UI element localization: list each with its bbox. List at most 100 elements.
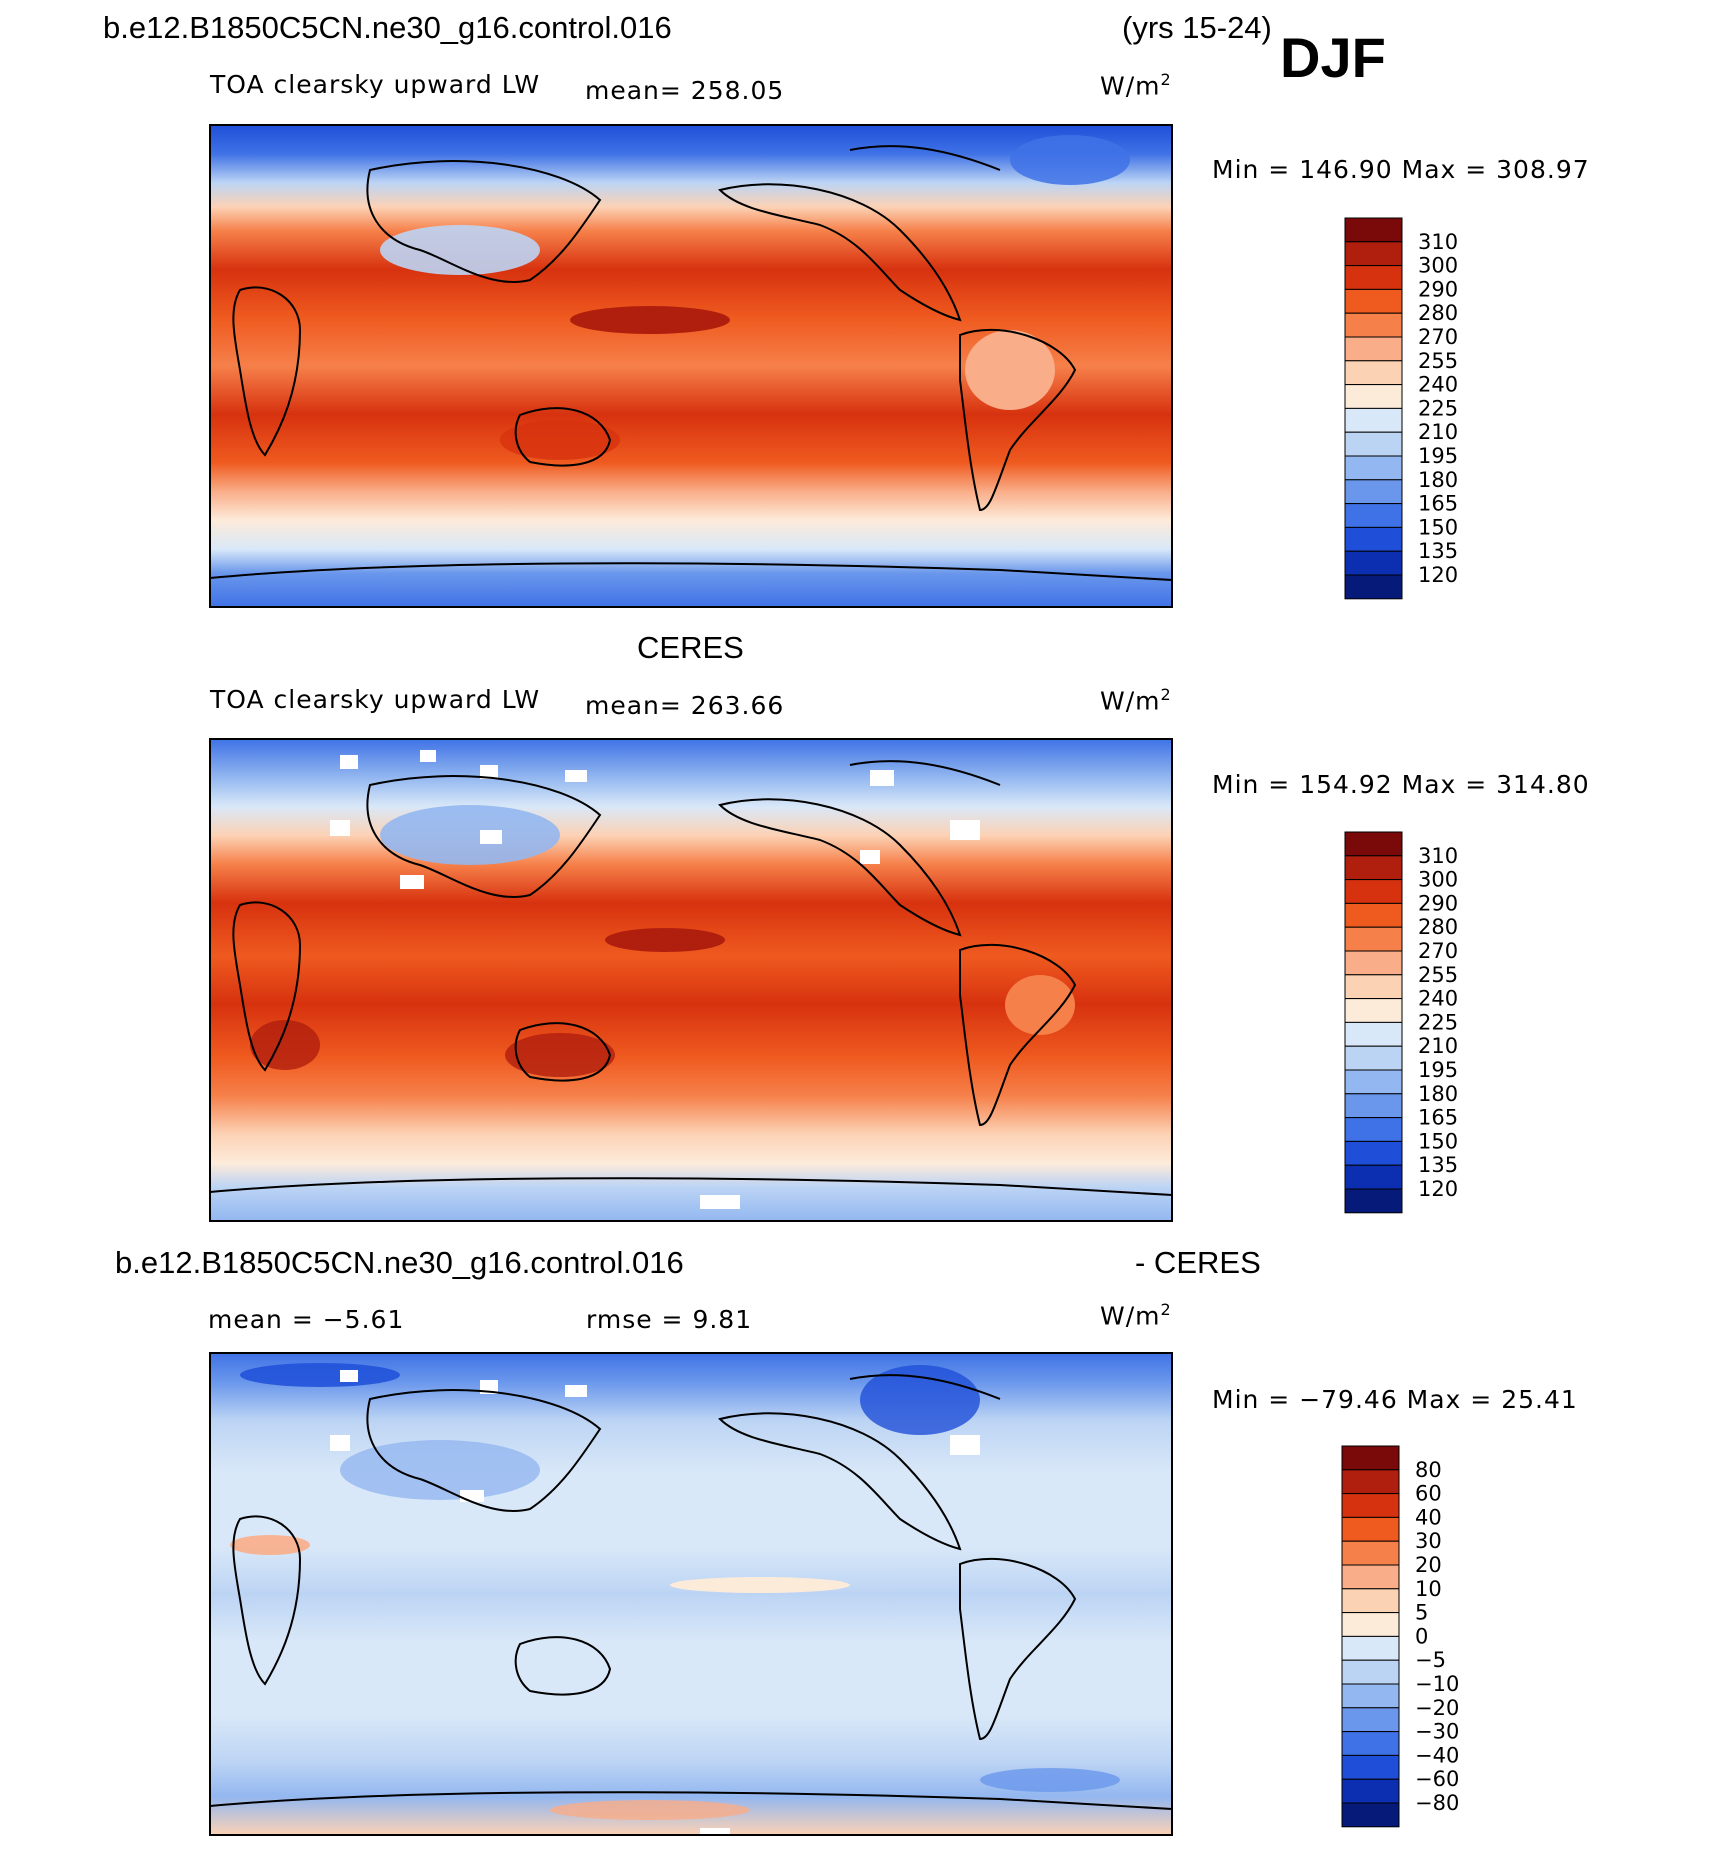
panel3-colorbar-segment bbox=[1341, 1635, 1400, 1661]
panel1-colorbar-label: 120 bbox=[1418, 563, 1458, 587]
panel2-colorbar-label: 225 bbox=[1418, 1010, 1458, 1034]
panel3-antarctic-positive bbox=[550, 1800, 750, 1820]
panel2-colorbar-label: 255 bbox=[1418, 963, 1458, 987]
panel3-colorbar-label: 0 bbox=[1415, 1624, 1428, 1648]
panel1-units-base: W/m bbox=[1100, 71, 1161, 101]
panel3-colorbar-label: −10 bbox=[1415, 1672, 1459, 1696]
panel2-colorbar-segment bbox=[1344, 998, 1403, 1023]
panel3-colorbar-label: −60 bbox=[1415, 1767, 1459, 1791]
panel2-colorbar-segment bbox=[1344, 1045, 1403, 1071]
panel3-colorbar-segment bbox=[1341, 1707, 1400, 1733]
panel3-colorbar-label: −5 bbox=[1415, 1648, 1446, 1672]
panel2-mean: mean= 263.66 bbox=[585, 691, 785, 720]
panel2-missing-data bbox=[330, 750, 980, 1209]
panel3-minmax: Min = −79.46 Max = 25.41 bbox=[1212, 1385, 1578, 1414]
panel3-units-exp: 2 bbox=[1160, 1300, 1172, 1319]
panel1-colorbar-label: 195 bbox=[1418, 444, 1458, 468]
panel1-colorbar-segment bbox=[1344, 360, 1403, 386]
panel3-colorbar-label: −40 bbox=[1415, 1743, 1459, 1767]
panel3-colorbar-segment bbox=[1341, 1754, 1400, 1780]
panel1-asia-field bbox=[380, 225, 540, 275]
panel2-colorbar-segment bbox=[1344, 1140, 1403, 1166]
panel3-units-base: W/m bbox=[1100, 1301, 1161, 1331]
panel1-variable: TOA clearsky upward LW bbox=[210, 70, 541, 99]
panel2-units-base: W/m bbox=[1100, 686, 1161, 716]
panel1-colorbar-segment bbox=[1344, 574, 1403, 600]
panel3-colorbar-segment bbox=[1341, 1493, 1400, 1518]
panel2-colorbar-segment bbox=[1344, 926, 1403, 952]
panel1-frame bbox=[209, 124, 1173, 608]
panel1-colorbar-label: 150 bbox=[1418, 515, 1458, 539]
panel2-africa-field bbox=[250, 1020, 320, 1070]
panel1-colorbar-segment bbox=[1344, 312, 1403, 338]
panel3-colorbar-segment bbox=[1341, 1516, 1400, 1542]
panel3-colorbar-label: 5 bbox=[1415, 1601, 1428, 1625]
panel1-colorbar-segment bbox=[1344, 431, 1403, 457]
panel3-heading-left: b.e12.B1850C5CN.ne30_g16.control.016 bbox=[115, 1245, 684, 1280]
panel2-colorbar-segment bbox=[1344, 1069, 1403, 1095]
panel1-colorbar-segment bbox=[1344, 217, 1403, 243]
panel2-colorbar-label: 150 bbox=[1418, 1129, 1458, 1153]
panel2-colorbar-segment bbox=[1344, 1164, 1403, 1190]
panel1-colorbar-label: 300 bbox=[1418, 254, 1458, 278]
panel3-colorbar-label: 60 bbox=[1415, 1482, 1442, 1506]
panel1-colorbar-label: 255 bbox=[1418, 349, 1458, 373]
panel3-colorbar-segment bbox=[1341, 1588, 1400, 1614]
panel1-colorbar-segment bbox=[1344, 503, 1403, 528]
panel1-map bbox=[209, 124, 1173, 608]
panel3-colorbar-label: 40 bbox=[1415, 1505, 1442, 1529]
panel2-colorbar-segment bbox=[1344, 1117, 1403, 1142]
panel2-colorbar-label: 135 bbox=[1418, 1153, 1458, 1177]
panel1-colorbar-segment bbox=[1344, 479, 1403, 505]
panel2-colorbar-label: 180 bbox=[1418, 1082, 1458, 1106]
panel2-coastlines bbox=[209, 760, 1173, 1196]
panel1-colorbar-segment bbox=[1344, 550, 1403, 576]
panel1-colorbar-label: 240 bbox=[1418, 373, 1458, 397]
panel1-colorbar-label: 280 bbox=[1418, 301, 1458, 325]
panel1-samerica-field bbox=[965, 330, 1055, 410]
panel3-positive-2 bbox=[670, 1577, 850, 1593]
season-label: DJF bbox=[1280, 26, 1386, 89]
panel3-colorbar-segment bbox=[1341, 1612, 1400, 1637]
panel3-mean: mean = −5.61 bbox=[208, 1305, 405, 1334]
panel3-heading-right: - CERES bbox=[1135, 1245, 1261, 1280]
panel3-frame bbox=[209, 1352, 1173, 1836]
panel1-colorbar-label: 270 bbox=[1418, 325, 1458, 349]
panel2-colorbar-label: 240 bbox=[1418, 987, 1458, 1011]
panel2-colorbar-segment bbox=[1344, 974, 1403, 1000]
panel2-units: W/m2 bbox=[1100, 685, 1172, 715]
panel2-hotspot bbox=[605, 928, 725, 952]
panel3-colorbar-label: 20 bbox=[1415, 1553, 1442, 1577]
panel3-units: W/m2 bbox=[1100, 1300, 1172, 1330]
panel2-colorbar-segment bbox=[1344, 1021, 1403, 1047]
panel1-coastlines bbox=[209, 145, 1173, 581]
panel1-colorbar-label: 210 bbox=[1418, 420, 1458, 444]
panel2-colorbar-label: 120 bbox=[1418, 1177, 1458, 1201]
panel3-colorbar-segment bbox=[1341, 1540, 1400, 1566]
panel2-variable: TOA clearsky upward LW bbox=[210, 685, 541, 714]
panel1-minmax: Min = 146.90 Max = 308.97 bbox=[1212, 155, 1590, 184]
panel3-colorbar-label: 80 bbox=[1415, 1458, 1442, 1482]
panel1-colorbar-segment bbox=[1344, 455, 1403, 481]
panel2-australia-field bbox=[505, 1033, 615, 1077]
panel2-colorbar-label: 210 bbox=[1418, 1034, 1458, 1058]
panel3-colorbar-segment bbox=[1341, 1445, 1400, 1471]
panel1-colorbar-segment bbox=[1344, 288, 1403, 314]
panel3-rmse: rmse = 9.81 bbox=[586, 1305, 753, 1334]
panel3-colorbar-segment bbox=[1341, 1683, 1400, 1709]
panel3-colorbar-segment bbox=[1341, 1469, 1400, 1495]
panel3-colorbar-segment bbox=[1341, 1659, 1400, 1685]
panel2-colorbar-label: 270 bbox=[1418, 939, 1458, 963]
years-label: (yrs 15-24) bbox=[1122, 10, 1272, 45]
panel2-colorbar-label: 165 bbox=[1418, 1106, 1458, 1130]
panel1-colorbar-label: 225 bbox=[1418, 396, 1458, 420]
panel3-positive-1 bbox=[230, 1535, 310, 1555]
panel1-colorbar-segment bbox=[1344, 384, 1403, 409]
panel2-colorbar-segment bbox=[1344, 1093, 1403, 1119]
panel2-colorbar-segment bbox=[1344, 855, 1403, 881]
panel2-colorbar-label: 310 bbox=[1418, 844, 1458, 868]
panel2-colorbar: 3103002902802702552402252101951801651501… bbox=[1344, 831, 1458, 1214]
panel1-hotspot bbox=[570, 306, 730, 334]
panel3-colorbar-segment bbox=[1341, 1564, 1400, 1590]
